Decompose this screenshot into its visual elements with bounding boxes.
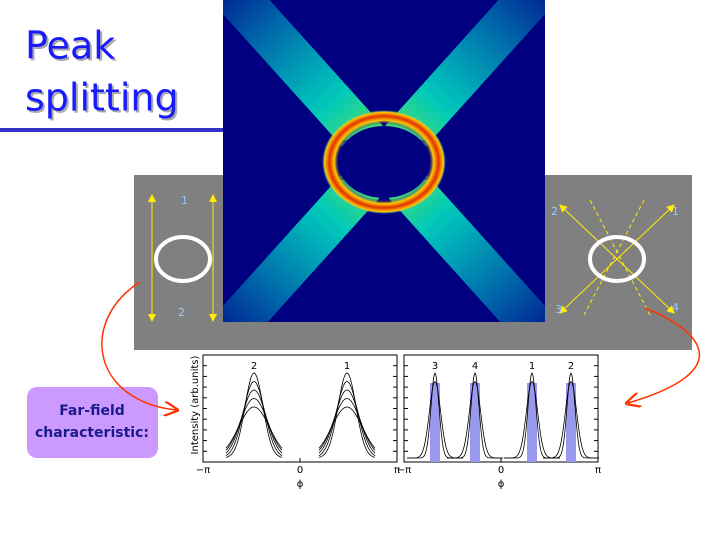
x-axis-label: ϕ <box>498 479 505 490</box>
curve <box>318 372 376 458</box>
curve <box>543 380 599 459</box>
label: 2 <box>178 306 185 319</box>
peak-label: 1 <box>344 361 350 372</box>
label: 2 <box>551 205 558 218</box>
x-tick-label: −π <box>397 465 411 476</box>
curve <box>318 406 376 449</box>
curve <box>225 372 283 458</box>
label: 4 <box>672 301 679 314</box>
label: 3 <box>555 303 562 316</box>
callout-box <box>27 387 158 458</box>
arrow <box>101 281 176 410</box>
right-diagram <box>559 199 675 316</box>
y-axis-label: Intensity (arb.units) <box>190 355 201 454</box>
bar <box>430 383 440 462</box>
field-image <box>223 0 545 322</box>
left-diagram <box>148 194 217 322</box>
bar <box>470 383 480 462</box>
curve <box>225 389 283 454</box>
curve <box>318 389 376 454</box>
peak-label: 3 <box>432 361 438 372</box>
callout-text: characteristic: <box>35 425 149 441</box>
title-rule <box>0 128 240 132</box>
curve <box>318 381 376 457</box>
peak-label: 4 <box>472 361 478 372</box>
title: splitting <box>25 76 179 120</box>
peak-label: 2 <box>568 361 574 372</box>
x-tick-label: π <box>595 465 601 476</box>
curve <box>225 406 283 449</box>
title: Peak <box>25 24 115 68</box>
label: 1 <box>672 205 679 218</box>
bar <box>527 383 537 462</box>
x-axis-label: ϕ <box>297 479 304 490</box>
x-tick-label: 0 <box>297 465 303 476</box>
label: 1 <box>181 194 188 207</box>
bar <box>566 383 576 462</box>
peak-label: 2 <box>251 361 257 372</box>
peak-label: 1 <box>529 361 535 372</box>
x-tick-label: −π <box>196 465 210 476</box>
arrow <box>628 307 700 403</box>
x-tick-label: π <box>394 465 400 476</box>
curve <box>225 381 283 457</box>
plot-frame <box>202 354 398 463</box>
curve <box>447 380 503 459</box>
callout-text: Far-field <box>59 403 125 419</box>
x-tick-label: 0 <box>498 465 504 476</box>
